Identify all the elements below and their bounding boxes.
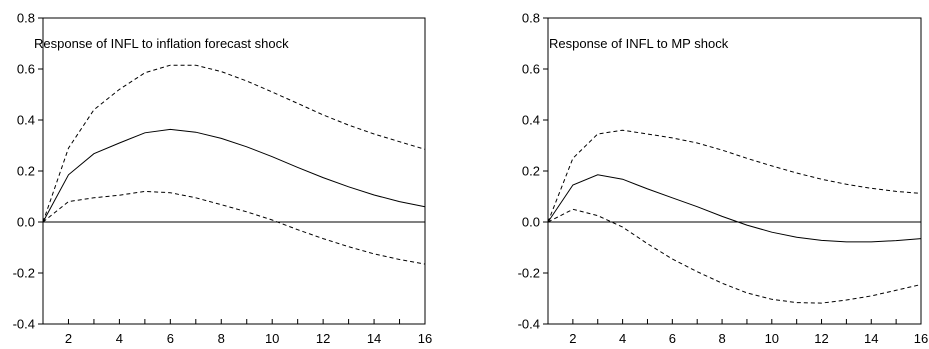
- y-tick-label: 0.4: [17, 113, 35, 128]
- x-tick-label: 12: [316, 331, 330, 346]
- lower-confidence-band-line: [547, 208, 922, 304]
- y-tick-label: 0.2: [17, 164, 35, 179]
- upper-confidence-band-line: [547, 129, 922, 223]
- x-tick-label: 6: [669, 331, 676, 346]
- y-tick-label: -0.4: [518, 317, 540, 332]
- y-tick-label: 0.2: [522, 164, 540, 179]
- x-tick-label: 10: [265, 331, 279, 346]
- x-tick-label: 14: [367, 331, 381, 346]
- y-tick-label: -0.2: [13, 266, 35, 281]
- y-tick-label: -0.4: [13, 317, 35, 332]
- impulse-response-line: [42, 128, 426, 223]
- x-tick-label: 6: [167, 331, 174, 346]
- x-tick-label: 8: [718, 331, 725, 346]
- chart-panel-inflation-forecast-shock: -0.4 -0.2 0.0 0.2 0.4 0.6 0.8 2 4 6 8 10 12 14 16 Respo…: [13, 11, 433, 347]
- y-tick-label: -0.2: [518, 266, 540, 281]
- y-tick-label: 0.0: [17, 215, 35, 230]
- y-tick-label: 0.8: [17, 11, 35, 26]
- x-tick-label: 12: [814, 331, 828, 346]
- y-tick-label: 0.8: [522, 11, 540, 26]
- x-tick-label: 4: [619, 331, 626, 346]
- upper-confidence-band-line: [42, 64, 426, 223]
- chart-panel-mp-shock: -0.4 -0.2 0.0 0.2 0.4 0.6 0.8 2 4 6 8 10 12 14 16 Respo…: [518, 11, 929, 347]
- x-tick-label: 2: [65, 331, 72, 346]
- x-tick-label: 2: [569, 331, 576, 346]
- chart-title: Response of INFL to MP shock: [549, 36, 729, 51]
- x-tick-label: 16: [418, 331, 432, 346]
- plot-frame: [547, 17, 922, 325]
- y-tick-label: 0.4: [522, 113, 540, 128]
- y-tick-label: 0.6: [522, 62, 540, 77]
- x-tick-label: 4: [116, 331, 123, 346]
- y-tick-label: 0.6: [17, 62, 35, 77]
- plot-frame: [42, 17, 426, 325]
- x-tick-label: 14: [864, 331, 878, 346]
- x-tick-label: 16: [914, 331, 928, 346]
- x-tick-label: 8: [218, 331, 225, 346]
- x-tick-label: 10: [765, 331, 779, 346]
- y-tick-label: 0.0: [522, 215, 540, 230]
- lower-confidence-band-line: [42, 190, 426, 265]
- chart-title: Response of INFL to inflation forecast s…: [34, 36, 289, 51]
- impulse-response-line: [547, 174, 922, 243]
